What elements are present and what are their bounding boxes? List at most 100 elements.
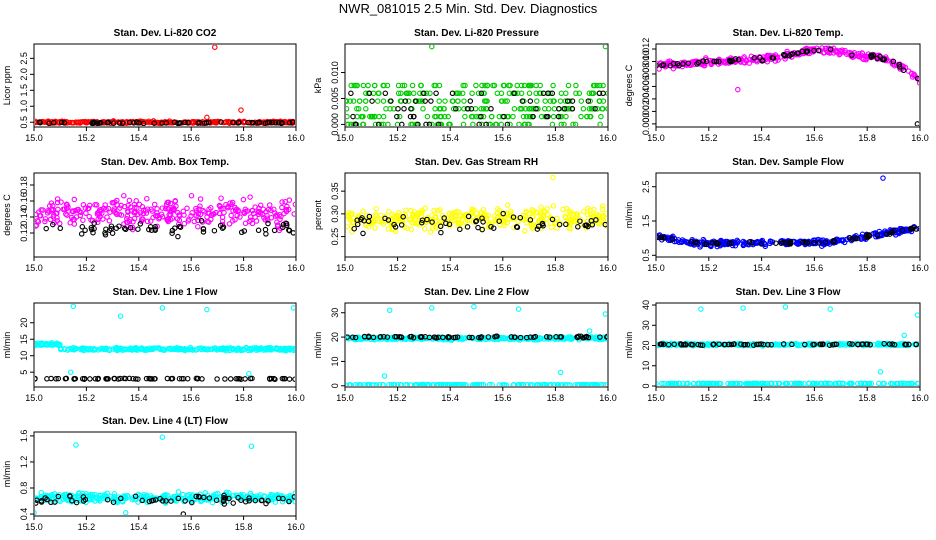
data-point [511, 224, 517, 231]
data-point [61, 120, 68, 126]
data-point [830, 239, 837, 245]
data-point [657, 381, 659, 386]
data-point [264, 345, 271, 352]
data-point [126, 375, 133, 382]
data-point [575, 224, 581, 230]
data-point [188, 192, 195, 199]
data-point [424, 113, 431, 120]
data-point [133, 346, 140, 352]
data-point [529, 207, 535, 213]
x-tick-label: 15.8 [547, 263, 565, 273]
data-point [377, 333, 384, 340]
data-point [177, 224, 184, 230]
x-tick-label: 16.0 [287, 263, 305, 273]
data-point [658, 234, 664, 240]
data-point [573, 82, 579, 89]
data-point [469, 334, 475, 341]
data-point [92, 376, 99, 382]
data-point [519, 106, 525, 112]
data-point [386, 209, 392, 215]
data-point [133, 376, 139, 382]
data-point [283, 208, 290, 215]
y-tick-label: 0.000 [330, 113, 340, 136]
data-point [127, 346, 134, 353]
data-point [597, 221, 603, 227]
data-point [587, 207, 593, 213]
data-point [139, 216, 145, 222]
data-point [110, 208, 117, 214]
data-point [507, 82, 513, 89]
data-point [55, 375, 62, 382]
data-point [561, 121, 567, 126]
data-point [54, 196, 61, 202]
data-point [849, 52, 855, 58]
data-point [860, 341, 866, 347]
data-point [563, 113, 569, 120]
data-point [550, 113, 557, 120]
data-point [352, 381, 359, 386]
data-point [659, 380, 665, 386]
plot-frame [344, 172, 609, 258]
data-point [410, 90, 417, 97]
data-point [104, 496, 111, 503]
data-point [149, 208, 155, 214]
data-point [247, 375, 254, 382]
data-point [692, 342, 698, 348]
data-point [75, 490, 82, 497]
x-tick-label: 15.6 [806, 133, 824, 143]
data-point [35, 342, 38, 349]
data-point [400, 214, 406, 220]
data-point [429, 225, 436, 231]
data-point [768, 380, 775, 386]
data-point [804, 48, 811, 54]
data-point [136, 120, 142, 126]
data-point [426, 216, 433, 222]
x-tick-label: 15.6 [494, 393, 512, 403]
data-point [172, 225, 178, 231]
data-point [527, 217, 534, 223]
data-point [594, 82, 600, 89]
data-point [566, 335, 572, 342]
data-point [181, 346, 188, 352]
data-point [725, 380, 731, 386]
data-points [346, 304, 607, 386]
data-points [35, 304, 295, 383]
data-point [292, 201, 295, 208]
data-point [431, 381, 437, 386]
data-point [154, 212, 161, 219]
data-point [368, 113, 375, 120]
x-tick-label: 15.4 [130, 133, 148, 143]
data-point [877, 369, 884, 375]
data-point [418, 82, 424, 89]
data-point [67, 220, 73, 226]
data-point [571, 217, 577, 224]
data-point [419, 217, 426, 223]
data-point [432, 82, 439, 89]
data-point [83, 493, 90, 500]
data-point [144, 218, 151, 225]
data-point [42, 216, 49, 222]
data-point [596, 98, 603, 104]
data-point [558, 121, 565, 126]
y-tick-label: 1.5 [641, 215, 651, 228]
data-point [365, 218, 372, 225]
data-point [350, 98, 357, 104]
data-point [445, 382, 451, 386]
data-point [111, 491, 118, 497]
data-point [102, 232, 109, 238]
data-point [473, 218, 480, 224]
data-point [913, 341, 919, 348]
y-tick-label: 1.6 [19, 430, 29, 443]
data-point [268, 207, 274, 213]
data-point [436, 98, 442, 104]
data-point [122, 509, 129, 515]
data-point [788, 380, 795, 386]
data-point [223, 346, 230, 352]
data-point [539, 211, 546, 218]
data-point [230, 500, 236, 506]
data-point [858, 380, 864, 386]
plot-frame [33, 172, 297, 258]
data-point [97, 346, 104, 352]
data-point [63, 211, 69, 217]
data-point [526, 82, 533, 89]
